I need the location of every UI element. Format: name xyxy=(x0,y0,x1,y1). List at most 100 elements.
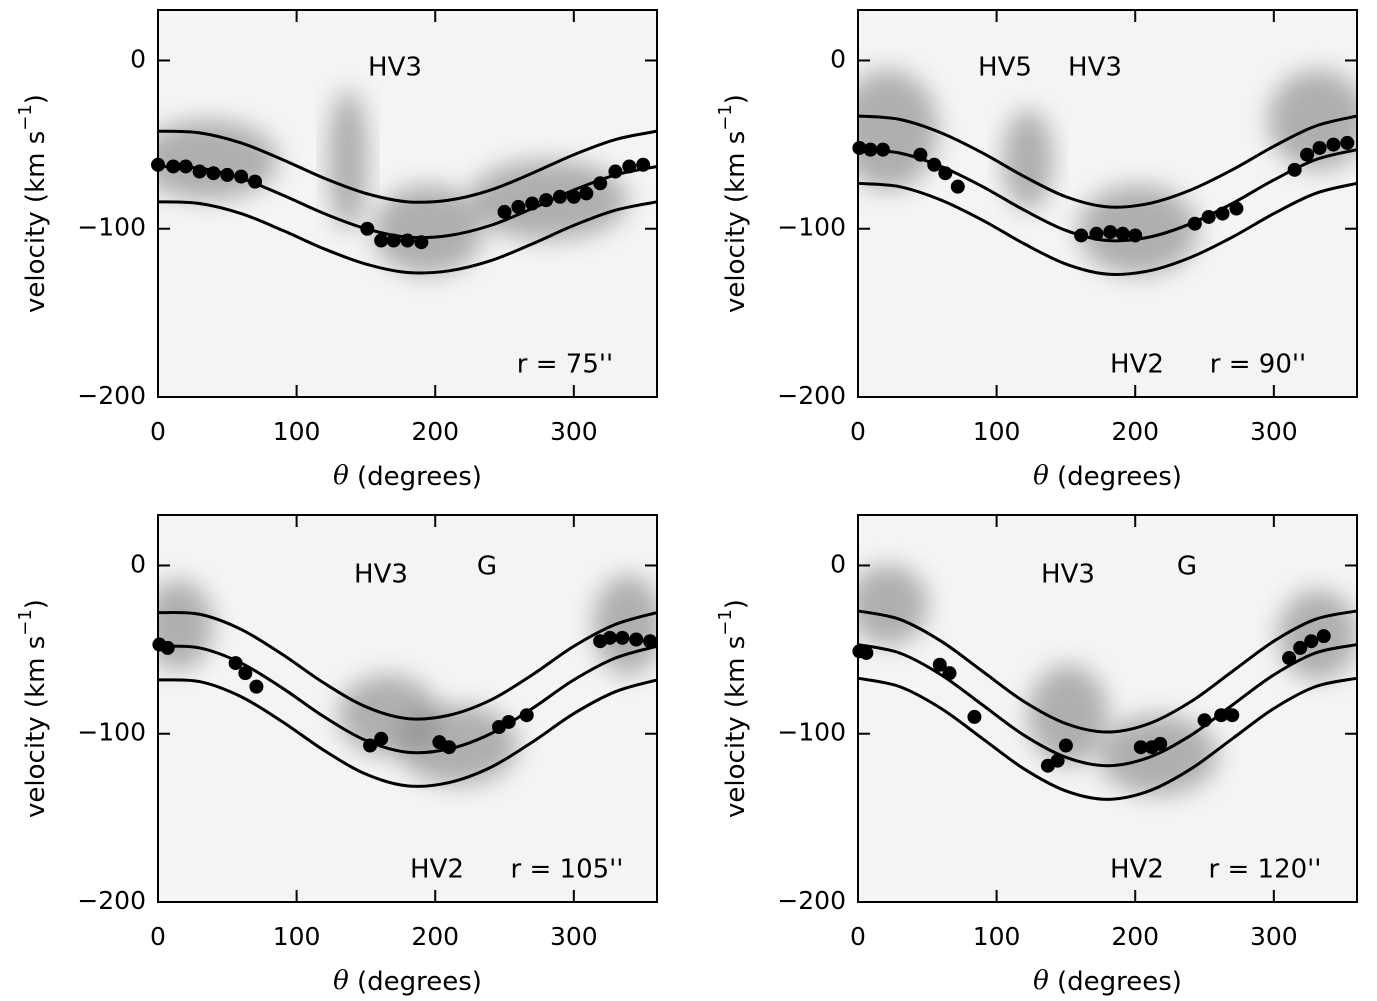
data-point xyxy=(234,169,249,184)
model-curve xyxy=(857,643,1358,768)
data-point xyxy=(593,176,608,191)
data-point xyxy=(1225,708,1240,723)
x-tick-label: 200 xyxy=(1111,922,1159,951)
data-point xyxy=(1050,753,1065,768)
data-point xyxy=(1214,708,1229,723)
x-axis-label: θ (degrees) xyxy=(333,966,482,997)
annotation: r = 90'' xyxy=(1210,350,1306,380)
y-tick-label: −200 xyxy=(77,886,146,915)
data-point xyxy=(160,640,175,655)
annotation: HV3 xyxy=(1041,560,1095,590)
x-axis-label-symbol: θ xyxy=(333,966,349,996)
x-tick-label: 200 xyxy=(1111,417,1159,446)
contour-shading xyxy=(858,10,1357,397)
contour-blob xyxy=(858,70,938,190)
plot-frame xyxy=(157,514,658,903)
data-point xyxy=(629,632,644,647)
data-point xyxy=(1293,640,1308,655)
y-axis-label: velocity (km s−1) xyxy=(715,94,751,313)
data-point xyxy=(414,235,429,250)
data-point xyxy=(192,164,207,179)
x-tick-label: 300 xyxy=(1250,922,1298,951)
x-tick-label: 100 xyxy=(973,922,1021,951)
data-point xyxy=(238,666,253,681)
data-point xyxy=(539,193,554,208)
y-axis-label-sup: −1 xyxy=(15,609,36,636)
plot-frame xyxy=(857,9,1358,398)
x-tick-label: 200 xyxy=(411,922,459,951)
data-point xyxy=(178,159,193,174)
annotation: HV3 xyxy=(368,53,422,83)
y-axis-label: velocity (km s−1) xyxy=(15,599,51,818)
data-point xyxy=(220,167,235,182)
data-point xyxy=(360,221,375,236)
data-point xyxy=(579,186,594,201)
y-axis-label-text: velocity (km s xyxy=(721,636,751,818)
y-axis-label-sup: −1 xyxy=(715,609,736,636)
data-point xyxy=(519,708,534,723)
contour-blob xyxy=(858,565,928,645)
plot-frame xyxy=(857,514,1358,903)
y-tick-label: −200 xyxy=(777,886,846,915)
annotation: HV3 xyxy=(1068,53,1122,83)
model-curve xyxy=(157,200,658,275)
annotation: HV3 xyxy=(354,560,408,590)
data-point xyxy=(1128,228,1143,243)
y-axis-label-text: ) xyxy=(21,599,51,609)
x-axis-label-symbol: θ xyxy=(1033,461,1049,491)
panel: 0 100 200 300 0 −100 −200 θ (degrees) velocity (… xyxy=(15,9,658,492)
data-point xyxy=(400,233,415,248)
x-axis-label-text: (degrees) xyxy=(1049,462,1182,492)
data-point xyxy=(497,204,512,219)
y-axis-label-text: velocity (km s xyxy=(21,131,51,313)
data-point xyxy=(1282,651,1297,666)
x-tick-label: 300 xyxy=(1250,417,1298,446)
annotation: r = 75'' xyxy=(517,350,613,380)
contour-blob xyxy=(158,580,213,670)
data-point xyxy=(386,233,401,248)
data-point xyxy=(1287,162,1302,177)
data-point xyxy=(1201,209,1216,224)
x-axis-label: θ (degrees) xyxy=(333,461,482,492)
x-tick-label: 100 xyxy=(273,922,321,951)
x-tick-label: 300 xyxy=(550,417,598,446)
data-point xyxy=(1058,738,1073,753)
data-point xyxy=(1300,147,1315,162)
data-point xyxy=(1229,201,1244,216)
x-tick-label: 0 xyxy=(150,417,166,446)
data-point xyxy=(248,174,263,189)
data-point xyxy=(1215,206,1230,221)
panel: 0 100 200 300 0 −100 −200 θ (degrees) velocity (… xyxy=(715,514,1358,997)
data-point xyxy=(1103,225,1118,240)
model-curve xyxy=(157,610,658,721)
data-point xyxy=(1089,226,1104,241)
y-tick-label: 0 xyxy=(830,549,846,578)
x-tick-label: 300 xyxy=(550,922,598,951)
data-point xyxy=(622,159,637,174)
contour-blob xyxy=(373,185,483,275)
y-tick-label: −200 xyxy=(77,381,146,410)
model-curve xyxy=(157,129,658,204)
data-point xyxy=(566,189,581,204)
data-point xyxy=(374,233,389,248)
annotation: r = 120'' xyxy=(1209,855,1322,885)
model-curve xyxy=(857,148,1358,243)
data-point xyxy=(1197,713,1212,728)
model-curve xyxy=(857,676,1358,801)
x-tick-label: 0 xyxy=(850,417,866,446)
model-curve xyxy=(157,678,658,788)
annotation: HV2 xyxy=(410,855,464,885)
plot-frame xyxy=(157,9,658,398)
y-axis-label-text: ) xyxy=(721,94,751,104)
contour-blob xyxy=(1028,665,1108,765)
data-point xyxy=(615,630,630,645)
data-point xyxy=(1115,226,1130,241)
data-point xyxy=(511,199,526,214)
x-tick-label: 100 xyxy=(273,417,321,446)
y-tick-label: −100 xyxy=(77,213,146,242)
contour-blob xyxy=(328,90,368,230)
data-point xyxy=(249,679,264,694)
x-tick-label: 0 xyxy=(850,922,866,951)
data-point xyxy=(913,147,928,162)
y-tick-label: 0 xyxy=(130,44,146,73)
